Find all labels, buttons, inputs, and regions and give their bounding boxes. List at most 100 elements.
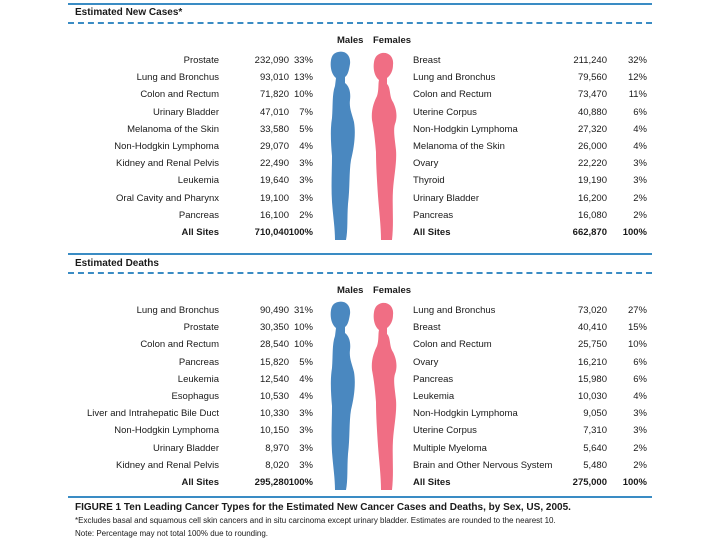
female-count: 662,870 bbox=[572, 227, 607, 238]
female-count: 16,200 bbox=[577, 192, 607, 204]
female-percent: 32% bbox=[627, 55, 647, 66]
male-percent: 10% bbox=[293, 89, 313, 101]
deaths-females-label: Females bbox=[373, 285, 412, 296]
female-count: 27,320 bbox=[577, 123, 607, 135]
male-percent: 3% bbox=[299, 459, 313, 471]
new-cases-females-label: Females bbox=[373, 35, 412, 46]
female-site-name: Non-Hodgkin Lymphoma bbox=[413, 123, 518, 135]
female-percent: 3% bbox=[633, 158, 647, 170]
female-site-name: Thyroid bbox=[413, 175, 445, 187]
male-count: 710,040 bbox=[254, 227, 289, 238]
male-percent: 3% bbox=[299, 158, 313, 170]
female-count: 40,410 bbox=[577, 322, 607, 334]
male-site-name: All Sites bbox=[181, 227, 220, 238]
figure-caption: FIGURE 1 Ten Leading Cancer Types for th… bbox=[75, 502, 571, 513]
male-count: 47,010 bbox=[259, 106, 289, 118]
male-percent: 3% bbox=[299, 425, 313, 437]
female-site-name: Uterine Corpus bbox=[413, 425, 477, 437]
deaths-title: Estimated Deaths bbox=[75, 258, 159, 269]
female-count: 211,240 bbox=[573, 55, 607, 66]
female-site-name: Breast bbox=[413, 55, 441, 66]
male-percent: 3% bbox=[299, 192, 313, 204]
female-site-name: Uterine Corpus bbox=[413, 106, 477, 118]
female-site-name: Multiple Myeloma bbox=[413, 442, 487, 454]
male-site-name: Leukemia bbox=[177, 373, 219, 385]
male-site-name: Urinary Bladder bbox=[153, 442, 219, 454]
male-site-name: Urinary Bladder bbox=[153, 106, 219, 118]
table-row: Urinary Bladder 47,010 7% Uterine Corpus 40,… bbox=[0, 104, 720, 121]
female-site-name: Non-Hodgkin Lymphoma bbox=[413, 408, 518, 420]
male-count: 12,540 bbox=[259, 373, 289, 385]
male-site-name: Leukemia bbox=[177, 175, 219, 187]
male-count: 22,490 bbox=[259, 158, 289, 170]
top-rule bbox=[68, 3, 652, 5]
female-site-name: Leukemia bbox=[413, 391, 455, 402]
male-percent: 31% bbox=[293, 305, 313, 316]
table-row: Melanoma of the Skin 33,580 5% Non-Hodgkin … bbox=[0, 121, 720, 138]
male-percent: 10% bbox=[293, 339, 313, 351]
male-site-name: Lung and Bronchus bbox=[136, 72, 219, 84]
female-site-name: All Sites bbox=[413, 227, 451, 238]
male-percent: 3% bbox=[299, 442, 313, 454]
female-percent: 6% bbox=[633, 356, 647, 368]
male-count: 10,330 bbox=[259, 408, 289, 420]
male-site-name: Colon and Rectum bbox=[140, 89, 219, 101]
female-site-name: Pancreas bbox=[413, 209, 454, 221]
table-row: Kidney and Renal Pelvis 8,020 3% Brain and … bbox=[0, 457, 720, 474]
male-count: 8,020 bbox=[265, 459, 289, 471]
male-count: 90,490 bbox=[259, 305, 289, 316]
table-row: Leukemia 19,640 3% Thyroid 19,190 3% bbox=[0, 172, 720, 189]
table-row: Non-Hodgkin Lymphoma 29,070 4% Melanoma of … bbox=[0, 138, 720, 155]
male-site-name: Liver and Intrahepatic Bile Duct bbox=[86, 408, 219, 420]
table-row: Colon and Rectum 71,820 10% Colon and Rectu… bbox=[0, 86, 720, 103]
female-count: 22,220 bbox=[577, 158, 607, 170]
female-count: 19,190 bbox=[577, 175, 607, 187]
male-site-name: Colon and Rectum bbox=[140, 339, 219, 351]
table-row: Prostate 232,090 33% Breast 211,240 32% bbox=[0, 52, 720, 69]
male-percent: 7% bbox=[299, 106, 313, 118]
female-percent: 15% bbox=[627, 322, 647, 334]
table-row: Prostate 30,350 10% Breast 40,410 15% bbox=[0, 319, 720, 336]
male-count: 19,100 bbox=[259, 192, 289, 204]
male-percent: 4% bbox=[299, 391, 313, 402]
figure-footnote: *Excludes basal and squamous cell skin c… bbox=[75, 516, 556, 525]
table-row: Pancreas 16,100 2% Pancreas 16,080 2% bbox=[0, 207, 720, 224]
table-row: Oral Cavity and Pharynx 19,100 3% Urinary B… bbox=[0, 190, 720, 207]
female-count: 79,560 bbox=[577, 72, 607, 84]
female-count: 5,640 bbox=[583, 442, 607, 454]
male-count: 16,100 bbox=[259, 209, 289, 221]
male-site-name: Pancreas bbox=[178, 209, 219, 221]
female-percent: 6% bbox=[633, 373, 647, 385]
female-percent: 4% bbox=[633, 123, 647, 135]
male-percent: 33% bbox=[293, 55, 313, 66]
male-site-name: Esophagus bbox=[171, 391, 219, 402]
female-percent: 3% bbox=[633, 175, 647, 187]
female-site-name: All Sites bbox=[413, 477, 451, 488]
male-count: 232,090 bbox=[254, 55, 289, 66]
female-percent: 11% bbox=[628, 89, 647, 101]
female-percent: 2% bbox=[633, 209, 647, 221]
male-site-name: Non-Hodgkin Lymphoma bbox=[114, 141, 219, 152]
male-count: 8,970 bbox=[265, 442, 289, 454]
female-site-name: Lung and Bronchus bbox=[413, 72, 496, 84]
male-site-name: Pancreas bbox=[178, 356, 219, 368]
female-count: 15,980 bbox=[577, 373, 607, 385]
table-row: Non-Hodgkin Lymphoma 10,150 3% Uterine Corp… bbox=[0, 422, 720, 439]
male-percent: 10% bbox=[293, 322, 313, 334]
female-count: 40,880 bbox=[577, 106, 607, 118]
male-percent: 5% bbox=[299, 356, 313, 368]
female-site-name: Colon and Rectum bbox=[413, 339, 492, 351]
female-count: 9,050 bbox=[583, 408, 607, 420]
table-row: Urinary Bladder 8,970 3% Multiple Myeloma 5,… bbox=[0, 440, 720, 457]
female-site-name: Breast bbox=[413, 322, 441, 334]
deaths-males-label: Males bbox=[337, 285, 364, 296]
male-site-name: Lung and Bronchus bbox=[136, 305, 219, 316]
figure-note: Note: Percentage may not total 100% due … bbox=[75, 529, 269, 538]
male-percent: 4% bbox=[299, 373, 313, 385]
table-row: Colon and Rectum 28,540 10% Colon and Rectu… bbox=[0, 336, 720, 353]
caption-rule bbox=[68, 496, 652, 498]
male-percent: 13% bbox=[293, 72, 313, 84]
male-count: 10,530 bbox=[259, 391, 289, 402]
female-count: 73,020 bbox=[577, 305, 607, 316]
female-count: 73,470 bbox=[577, 89, 607, 101]
